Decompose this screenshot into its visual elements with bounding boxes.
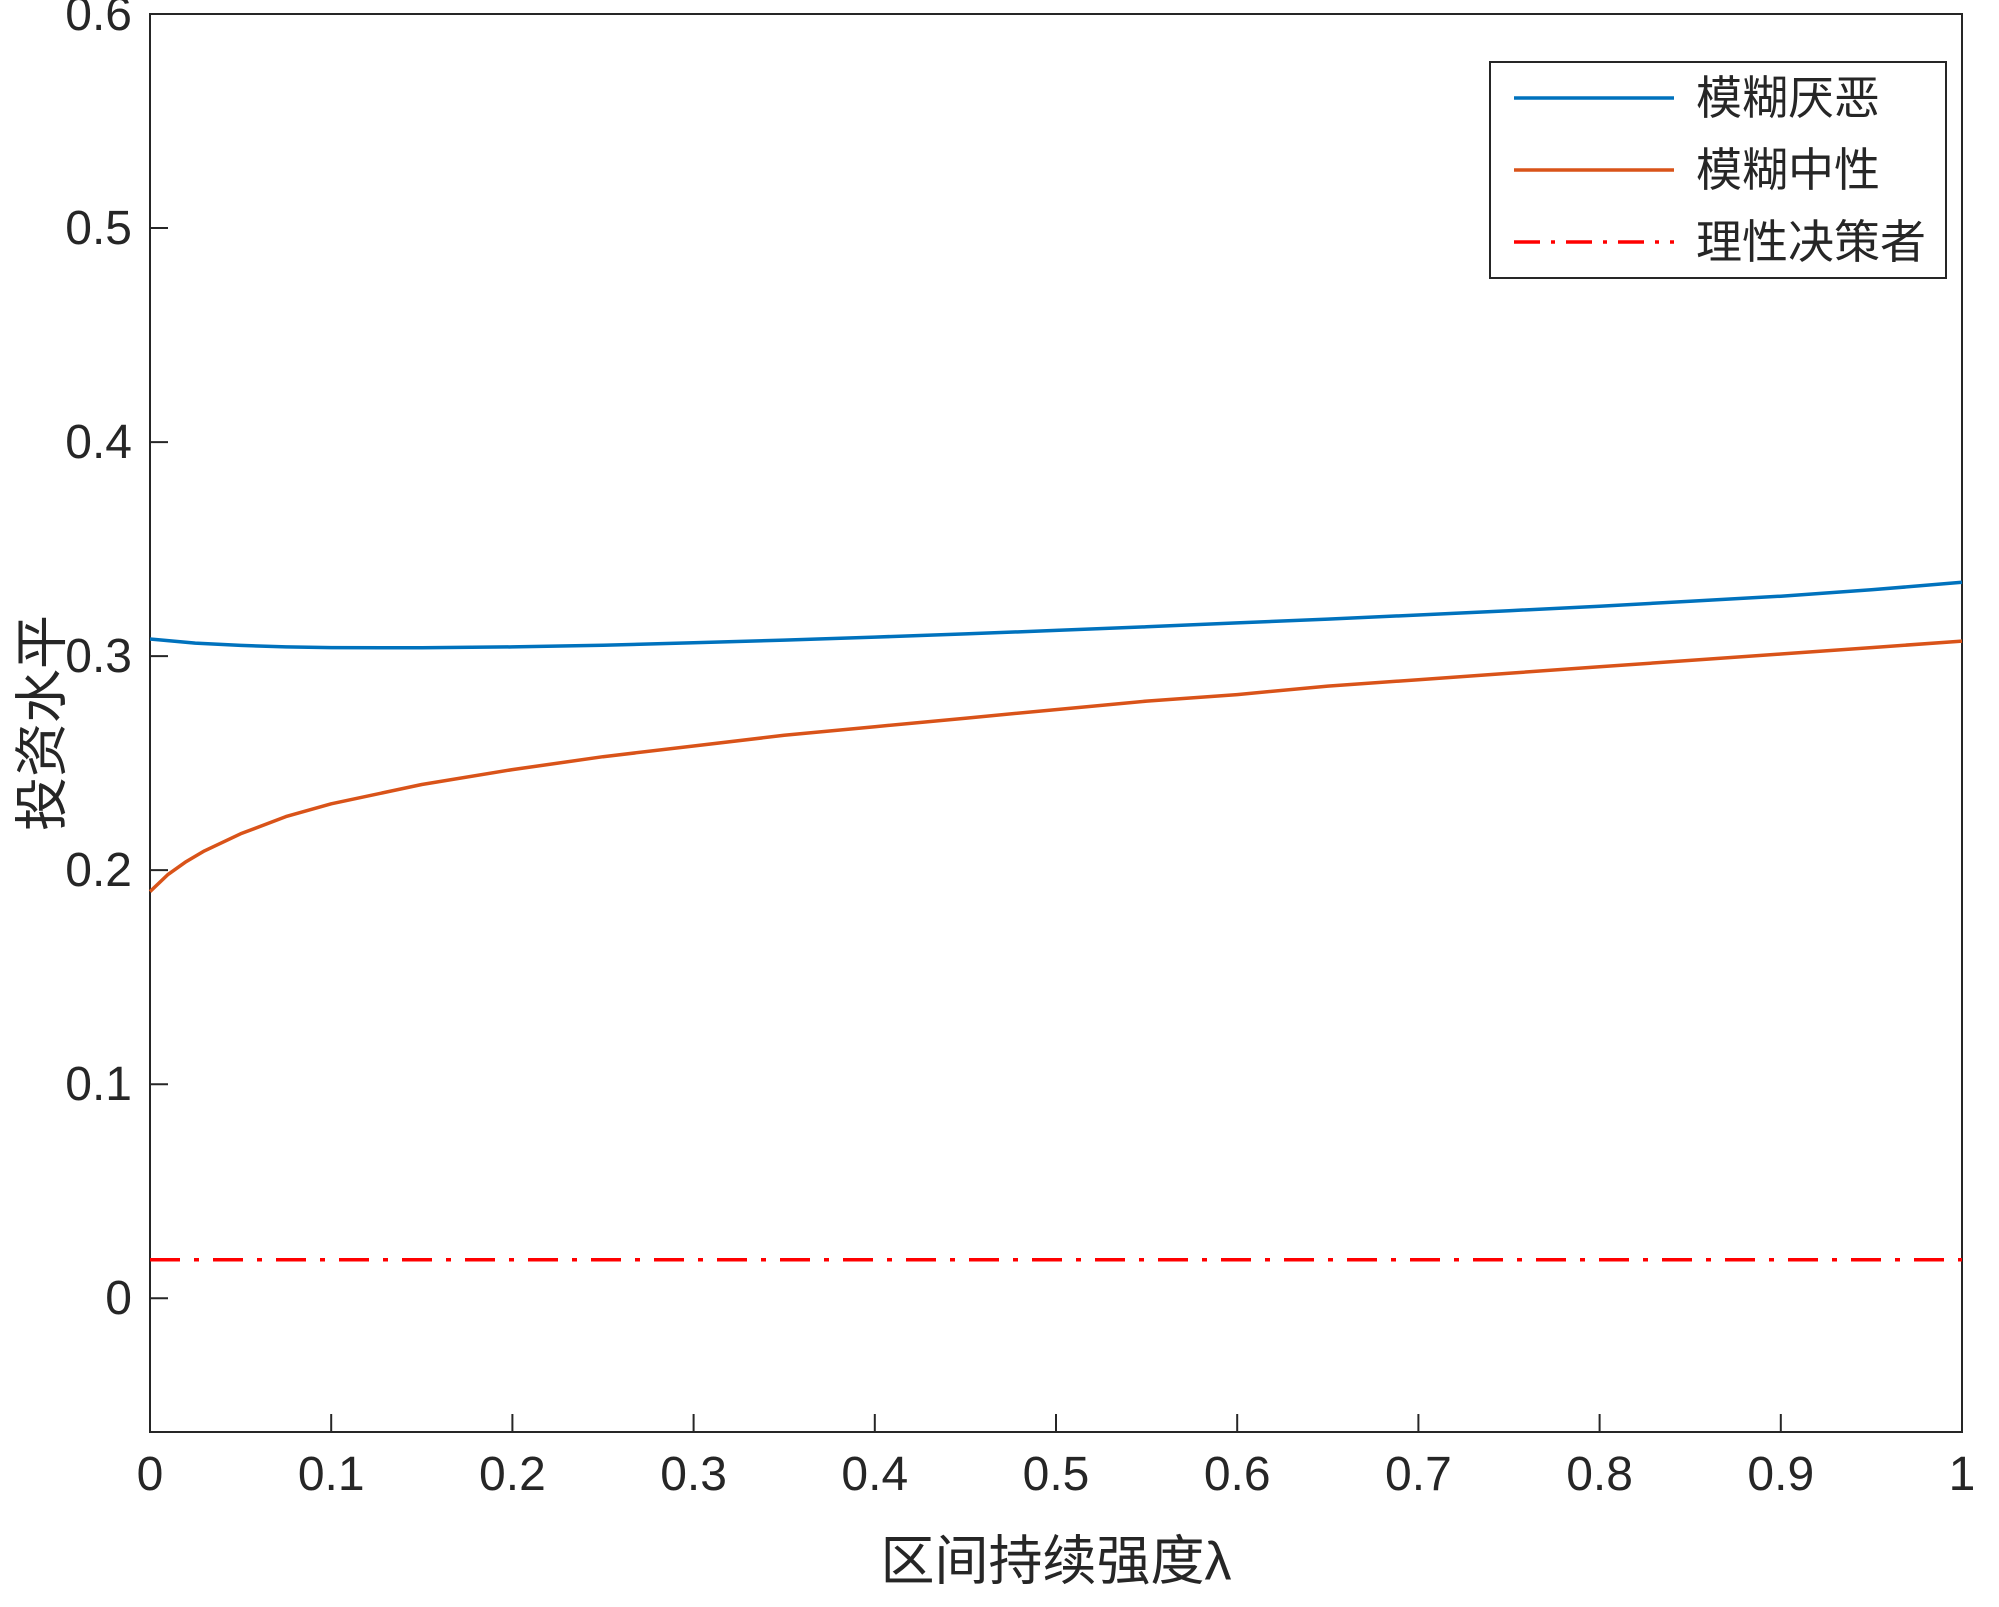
x-tick-label: 0.9 [1747,1448,1814,1501]
x-tick-label: 0.1 [298,1448,365,1501]
y-tick-label: 0.1 [65,1058,132,1111]
y-axis-label: 投资水平 [12,615,73,831]
x-tick-label: 0.4 [841,1448,908,1501]
y-tick-label: 0.3 [65,630,132,683]
series-line-ambiguity-neutral [148,639,1963,893]
x-tick-label: 0.8 [1566,1448,1633,1501]
y-tick-label: 0.6 [65,0,132,41]
legend-label-rational-decision-maker: 理性决策者 [1696,216,1926,268]
legend-label-ambiguity-aversion: 模糊厌恶 [1696,72,1880,124]
series-line-ambiguity-aversion [149,580,1963,650]
legend-label-ambiguity-neutral: 模糊中性 [1696,144,1880,196]
x-tick-label: 1 [1949,1448,1976,1501]
y-tick-label: 0.4 [65,416,132,469]
x-tick-label: 0.5 [1023,1448,1090,1501]
y-tick-label: 0 [105,1272,132,1325]
x-tick-label: 0.3 [660,1448,727,1501]
y-tick-label: 0.5 [65,202,132,255]
x-tick-label: 0.2 [479,1448,546,1501]
y-tick-label: 0.2 [65,844,132,897]
x-tick-label: 0.6 [1204,1448,1271,1501]
x-tick-label: 0.7 [1385,1448,1452,1501]
x-axis-label: 区间持续强度λ [880,1531,1232,1592]
x-tick-label: 0 [137,1448,164,1501]
